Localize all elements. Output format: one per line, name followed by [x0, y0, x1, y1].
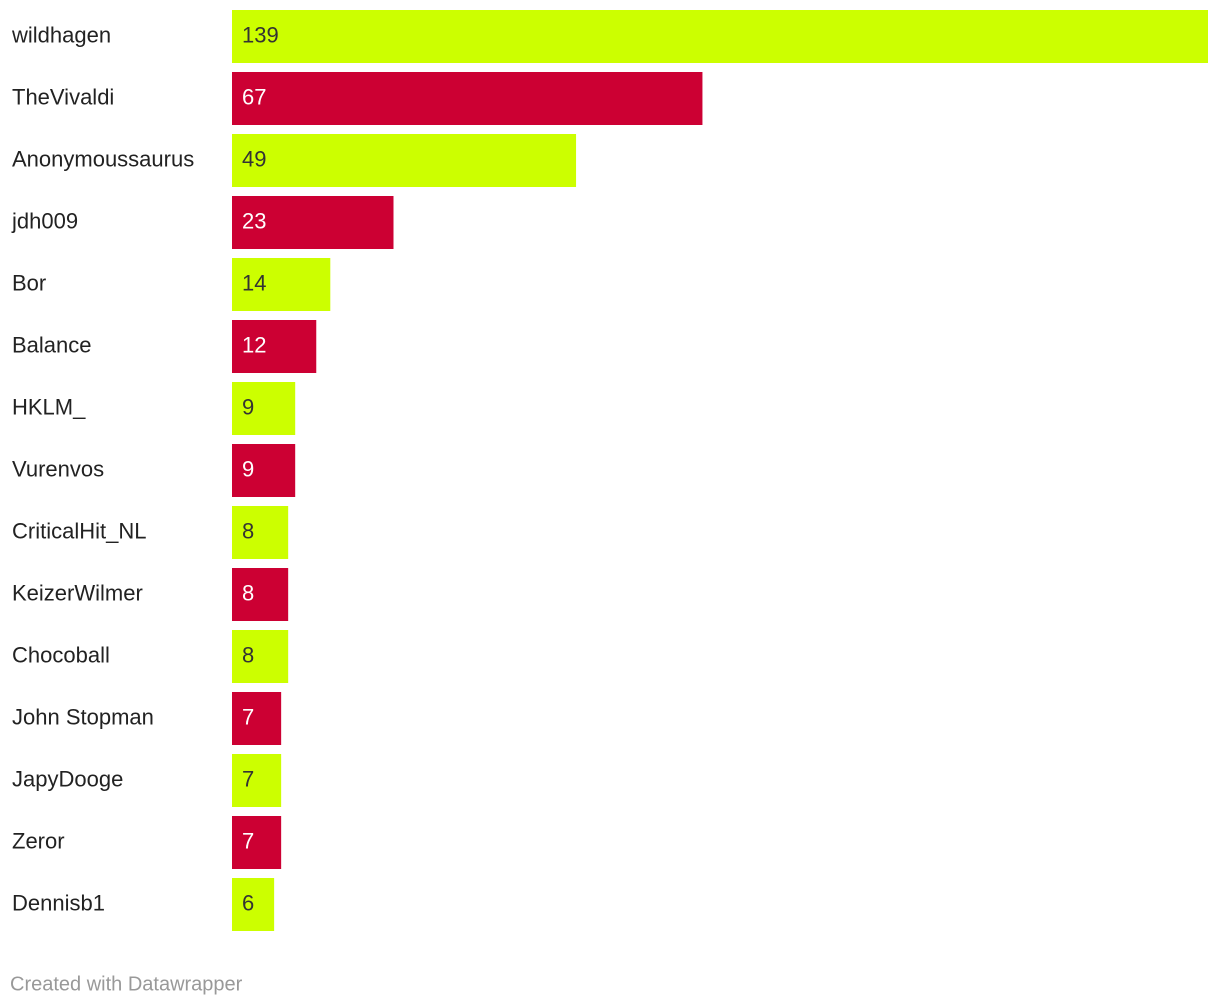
bar — [232, 196, 394, 249]
bar — [232, 630, 289, 683]
value-label: 6 — [242, 890, 254, 915]
category-label: Bor — [12, 270, 46, 295]
category-label: Dennisb1 — [12, 890, 105, 915]
value-label: 139 — [242, 22, 279, 47]
value-label: 8 — [242, 580, 254, 605]
value-label: 7 — [242, 766, 254, 791]
value-label: 7 — [242, 828, 254, 853]
bar — [232, 816, 282, 869]
value-label: 8 — [242, 518, 254, 543]
category-label: JapyDooge — [12, 766, 123, 791]
bar — [232, 320, 317, 373]
value-label: 23 — [242, 208, 266, 233]
category-label: Balance — [12, 332, 92, 357]
bar — [232, 10, 1208, 63]
bar — [232, 754, 282, 807]
category-label: TheVivaldi — [12, 84, 114, 109]
value-label: 9 — [242, 456, 254, 481]
bar — [232, 878, 275, 931]
category-label: HKLM_ — [12, 394, 86, 419]
value-label: 9 — [242, 394, 254, 419]
bar — [232, 382, 296, 435]
category-label: Zeror — [12, 828, 65, 853]
category-label: Vurenvos — [12, 456, 104, 481]
value-label: 49 — [242, 146, 266, 171]
value-label: 12 — [242, 332, 266, 357]
category-label: CriticalHit_NL — [12, 518, 146, 543]
category-label: jdh009 — [11, 208, 78, 233]
footer: Created with Datawrapper — [10, 973, 243, 995]
bar — [232, 506, 289, 559]
category-label: Anonymoussaurus — [12, 146, 194, 171]
category-label: Chocoball — [12, 642, 110, 667]
bar — [232, 258, 331, 311]
category-label: wildhagen — [11, 22, 111, 47]
bar — [232, 568, 289, 621]
bar — [232, 692, 282, 745]
value-label: 8 — [242, 642, 254, 667]
value-label: 7 — [242, 704, 254, 729]
category-label: KeizerWilmer — [12, 580, 143, 605]
bar — [232, 444, 296, 497]
bar — [232, 134, 577, 187]
value-label: 14 — [242, 270, 266, 295]
value-label: 67 — [242, 84, 266, 109]
bar — [232, 72, 703, 125]
category-label: John Stopman — [12, 704, 154, 729]
